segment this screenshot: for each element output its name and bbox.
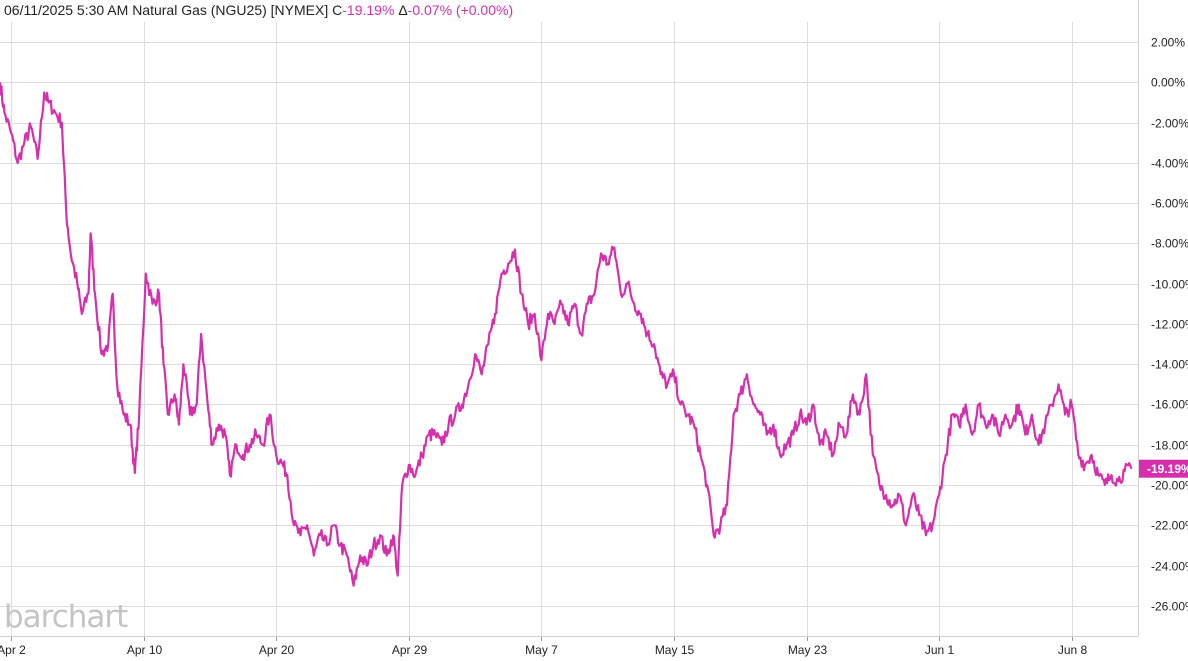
header-datetime: 06/11/2025 5:30 AM — [4, 2, 129, 18]
y-tick-label: 2.00% — [1151, 36, 1185, 50]
y-tick-label: -14.00% — [1151, 358, 1188, 372]
header-change-value: -19.19% — [342, 2, 395, 18]
y-tick-label: -8.00% — [1151, 237, 1188, 251]
barchart-watermark: barchart — [4, 599, 128, 635]
current-value-label: -19.19% — [1147, 462, 1188, 476]
x-tick-label: May 23 — [788, 643, 828, 657]
header-delta-value: -0.07% (+0.00%) — [407, 2, 514, 18]
x-tick-label: Apr 10 — [127, 643, 163, 657]
x-tick-label: May 15 — [655, 643, 695, 657]
header-change-prefix: C — [332, 2, 343, 18]
y-tick-label: -24.00% — [1151, 560, 1188, 574]
y-tick-label: -10.00% — [1151, 278, 1188, 292]
x-tick-label: Jun 1 — [925, 643, 955, 657]
header-delta-prefix: Δ — [398, 2, 408, 18]
y-tick-label: -4.00% — [1151, 157, 1188, 171]
x-tick-label: Jun 8 — [1058, 643, 1088, 657]
y-tick-label: -2.00% — [1151, 117, 1188, 131]
y-tick-label: -22.00% — [1151, 519, 1188, 533]
y-tick-label: -18.00% — [1151, 439, 1188, 453]
y-tick-label: -20.00% — [1151, 479, 1188, 493]
x-tick-label: Apr 2 — [0, 643, 26, 657]
x-tick-label: Apr 20 — [259, 643, 295, 657]
y-tick-label: -26.00% — [1151, 600, 1188, 614]
x-tick-label: May 7 — [525, 643, 558, 657]
x-tick-label: Apr 29 — [392, 643, 428, 657]
y-tick-label: -6.00% — [1151, 197, 1188, 211]
header-instrument: Natural Gas (NGU25) [NYMEX] — [132, 2, 329, 18]
y-tick-label: 0.00% — [1151, 76, 1185, 90]
y-tick-label: -16.00% — [1151, 398, 1188, 412]
y-tick-label: -12.00% — [1151, 318, 1188, 332]
price-line — [0, 82, 1133, 587]
chart-header: 06/11/2025 5:30 AM Natural Gas (NGU25) [… — [4, 2, 513, 18]
current-value-badge — [1139, 459, 1188, 478]
